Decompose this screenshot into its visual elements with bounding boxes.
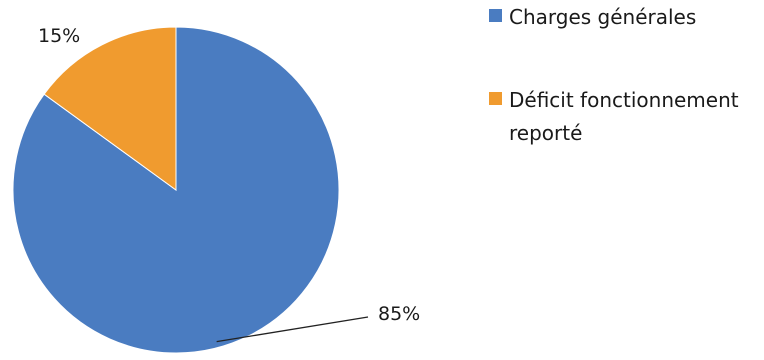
legend-label-deficit-fonctionnement: Déficit fonctionnement	[509, 88, 739, 112]
data-label-deficit-fonctionnement: 15%	[38, 25, 80, 47]
pie-slices	[12, 26, 340, 354]
leader-line-charges-generales	[216, 316, 369, 343]
legend: Charges générales Déficit fonctionnement r…	[489, 5, 739, 145]
data-label-charges-generales: 85%	[378, 303, 420, 325]
data-labels: 85% 15%	[38, 25, 420, 325]
legend-swatch-charges-generales	[489, 9, 502, 22]
legend-label-charges-generales: Charges générales	[509, 5, 696, 29]
legend-label-deficit-fonctionnement-line2: reporté	[509, 121, 582, 145]
pie-slice-deficit-fonctionnement	[43, 26, 177, 191]
legend-swatch-deficit-fonctionnement	[489, 92, 502, 105]
leader-lines	[216, 316, 369, 343]
